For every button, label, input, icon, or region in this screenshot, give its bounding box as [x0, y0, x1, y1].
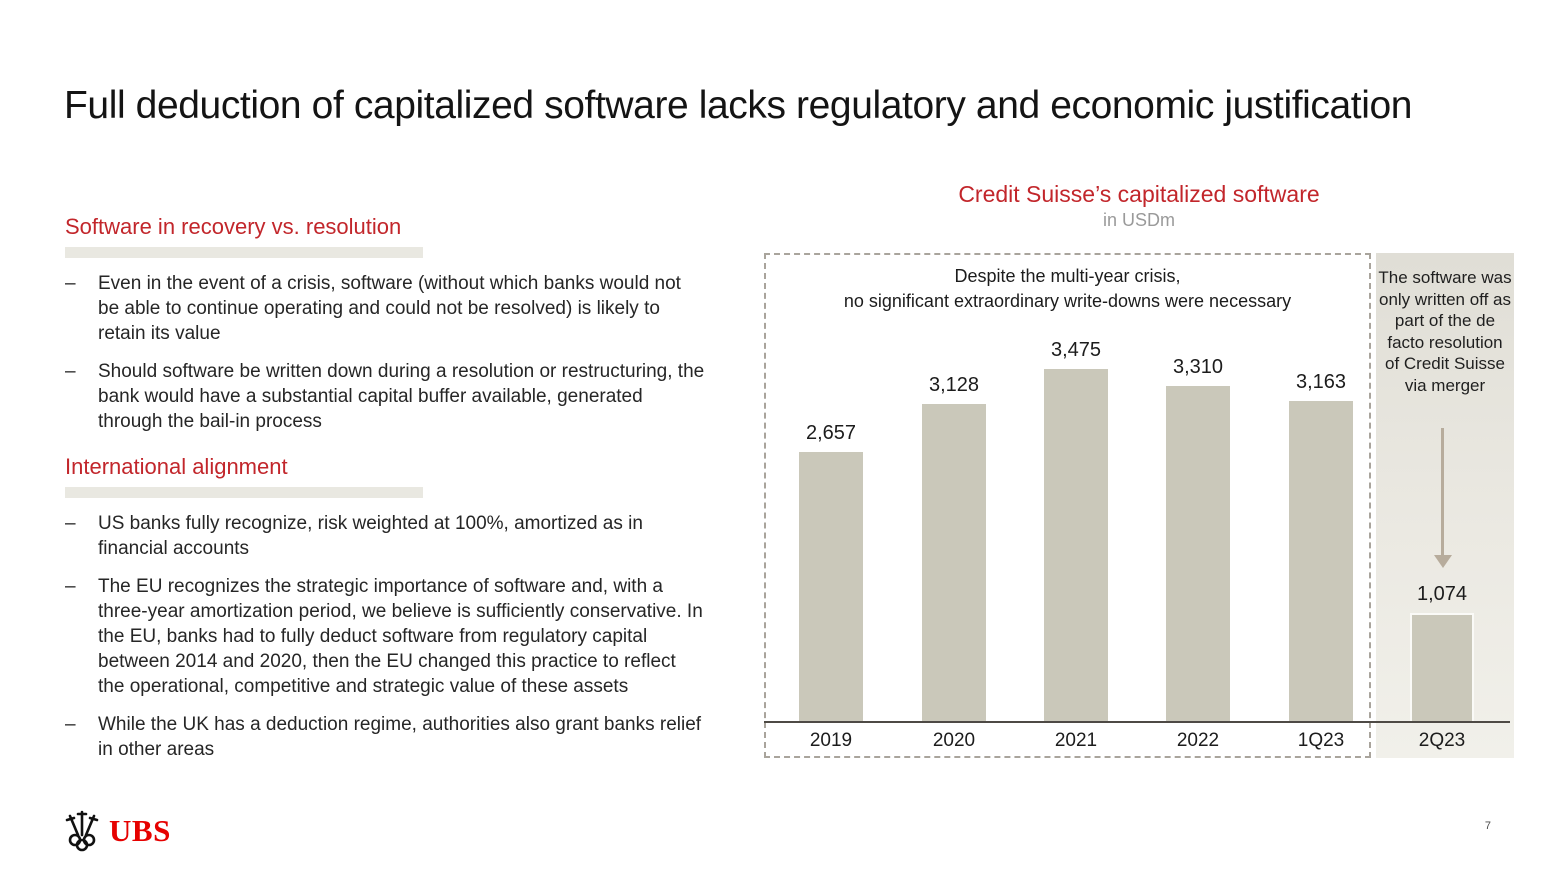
- bar-2021: [1044, 369, 1108, 722]
- bullet-dash: –: [65, 361, 76, 382]
- chart-dashed-frame: [764, 253, 1371, 758]
- bullet-item: – Should software be written down during …: [65, 359, 733, 434]
- x-axis-label: 2Q23: [1418, 730, 1466, 751]
- page-number: 7: [1484, 820, 1491, 832]
- bar-value-label: 3,310: [1172, 356, 1224, 378]
- bar-value-label: 3,128: [928, 374, 980, 396]
- ubs-wordmark: UBS: [109, 813, 171, 848]
- chart-title: Credit Suisse’s capitalized software: [958, 181, 1320, 207]
- down-arrow-shaft: [1441, 428, 1444, 556]
- bar-2019: [799, 452, 863, 722]
- section-heading: Software in recovery vs. resolution: [65, 214, 402, 239]
- bar-value-label: 1,074: [1416, 583, 1468, 605]
- bullet-item: – Even in the event of a crisis, software…: [65, 271, 733, 346]
- bar-value-label: 2,657: [805, 422, 857, 444]
- side-note: The software was only written off as par…: [1378, 268, 1512, 395]
- page-title: Full deduction of capitalized software l…: [64, 84, 1413, 128]
- bar-2022: [1166, 386, 1230, 722]
- ubs-logo: UBS: [62, 806, 171, 852]
- bullet-text: The EU recognizes the strategic importan…: [98, 576, 703, 697]
- bullet-dash: –: [65, 273, 76, 294]
- chart-annotation-line: no significant extraordinary write-downs…: [843, 291, 1292, 311]
- bar-chart: Despite the multi-year crisis, no signif…: [764, 253, 1514, 758]
- x-axis-label: 2020: [932, 730, 976, 751]
- bar-2020: [922, 404, 986, 722]
- chart-subtitle: in USDm: [1102, 210, 1175, 230]
- x-axis-label: 1Q23: [1297, 730, 1345, 751]
- chart-annotation-line: Despite the multi-year crisis,: [954, 266, 1181, 286]
- chart-annotation: Despite the multi-year crisis, no signif…: [764, 264, 1371, 314]
- section-heading: International alignment: [65, 454, 288, 479]
- bullet-list: – Even in the event of a crisis, software…: [65, 271, 733, 434]
- section-software-recovery: Software in recovery vs. resolution – Eve…: [65, 214, 733, 434]
- x-axis-label: 2022: [1176, 730, 1220, 751]
- bullet-dash: –: [65, 513, 76, 534]
- bullet-text: US banks fully recognize, risk weighted …: [98, 513, 643, 559]
- x-axis-label: 2021: [1054, 730, 1098, 751]
- bullet-text: While the UK has a deduction regime, aut…: [98, 714, 702, 760]
- bar-value-label: 3,475: [1050, 339, 1102, 361]
- bullet-item: – The EU recognizes the strategic importa…: [65, 574, 733, 699]
- x-axis-label: 2019: [809, 730, 853, 751]
- bullet-text: Should software be written down during a…: [98, 361, 705, 432]
- bullet-dash: –: [65, 714, 76, 735]
- bar-2Q23: [1410, 613, 1474, 722]
- x-axis-line: [764, 721, 1510, 723]
- section-international-alignment: International alignment – US banks fully …: [65, 454, 733, 762]
- bullet-dash: –: [65, 576, 76, 597]
- section-heading-rule: [65, 487, 423, 498]
- bullet-list: – US banks fully recognize, risk weighted…: [65, 511, 733, 762]
- bullet-text: Even in the event of a crisis, software …: [98, 273, 681, 344]
- bullet-item: – US banks fully recognize, risk weighted…: [65, 511, 733, 561]
- section-heading-rule: [65, 247, 423, 258]
- ubs-three-keys-icon: [65, 810, 99, 852]
- bar-value-label: 3,163: [1295, 371, 1347, 393]
- bullet-item: – While the UK has a deduction regime, au…: [65, 712, 733, 762]
- bar-1Q23: [1289, 401, 1353, 722]
- down-arrow-head: [1434, 555, 1452, 568]
